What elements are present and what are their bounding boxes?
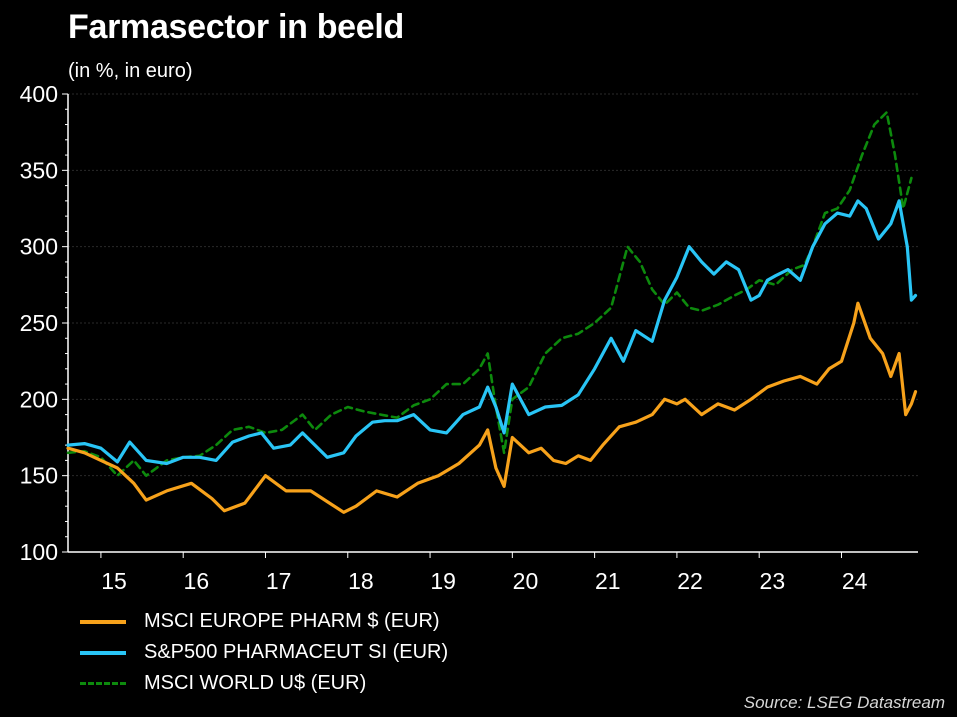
y-tick-label: 350 [20,157,58,183]
legend: MSCI EUROPE PHARM $ (EUR) S&P500 PHARMAC… [80,606,448,699]
y-tick-label: 400 [20,81,58,107]
x-tick-label: 18 [348,568,374,594]
y-tick-label: 300 [20,234,58,260]
x-tick-label: 15 [101,568,127,594]
legend-item-europe: MSCI EUROPE PHARM $ (EUR) [80,606,448,637]
series-line-europe [66,301,918,514]
legend-label-sp500: S&P500 PHARMACEUT SI (EUR) [144,641,449,663]
x-tick-label: 21 [595,568,621,594]
x-tick-label: 24 [842,568,868,594]
legend-swatch-world [80,682,126,685]
x-tick-label: 19 [430,568,456,594]
legend-label-world: MSCI WORLD U$ (EUR) [144,672,367,694]
x-tick-label: 20 [513,568,539,594]
legend-label-europe: MSCI EUROPE PHARM $ (EUR) [144,610,440,632]
y-tick-label: 200 [20,386,58,412]
y-tick-label: 150 [20,463,58,489]
source-note: Source: LSEG Datastream [743,693,945,712]
legend-swatch-europe [80,619,126,624]
x-tick-label: 16 [184,568,210,594]
legend-item-world: MSCI WORLD U$ (EUR) [80,668,448,699]
legend-item-sp500: S&P500 PHARMACEUT SI (EUR) [80,637,448,668]
chart-title: Farmasector in beeld [68,8,405,46]
y-tick-label: 100 [20,539,58,565]
legend-swatch-sp500 [80,650,126,655]
series-line-world [66,111,913,477]
chart-subtitle: (in %, in euro) [68,60,193,82]
x-tick-label: 17 [266,568,292,594]
y-tick-label: 250 [20,310,58,336]
series-line-sp500 [66,199,918,466]
x-tick-label: 23 [760,568,786,594]
x-tick-label: 22 [677,568,703,594]
